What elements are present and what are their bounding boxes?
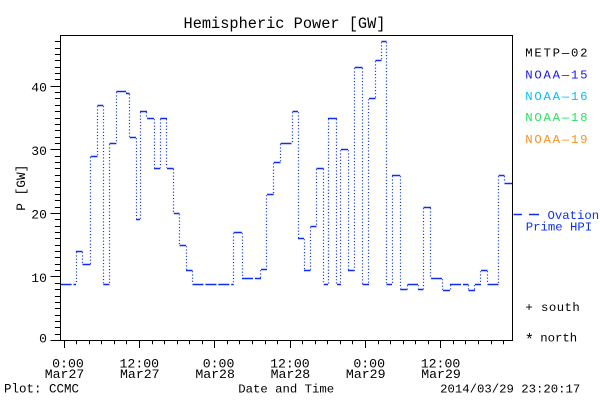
svg-text:Ovation: Ovation [548, 209, 600, 223]
svg-text:METP—02: METP—02 [525, 47, 589, 61]
svg-text:0:00: 0:00 [52, 356, 84, 371]
svg-text:+ south: + south [525, 301, 580, 315]
svg-text:12:00: 12:00 [270, 356, 310, 371]
svg-text:Mar27: Mar27 [45, 367, 85, 382]
svg-text:Mar29: Mar29 [421, 367, 461, 382]
svg-text:0: 0 [39, 331, 47, 346]
svg-text:Prime HPI: Prime HPI [526, 221, 592, 235]
svg-text:Mar28: Mar28 [195, 367, 235, 382]
svg-text:12:00: 12:00 [421, 356, 461, 371]
svg-text:2014/03/29 23:20:17: 2014/03/29 23:20:17 [440, 382, 580, 396]
svg-text:30: 30 [31, 144, 47, 159]
svg-text:Mar29: Mar29 [346, 367, 386, 382]
svg-text:10: 10 [31, 271, 47, 286]
svg-text:Date and Time: Date and Time [238, 382, 334, 396]
svg-text:20: 20 [31, 208, 47, 223]
svg-text:0:00: 0:00 [353, 356, 385, 371]
svg-text:40: 40 [31, 81, 47, 96]
svg-text:Mar28: Mar28 [271, 367, 311, 382]
svg-text:Mar27: Mar27 [120, 367, 160, 382]
svg-text:NOAA—18: NOAA—18 [525, 111, 589, 125]
svg-text:NOAA—15: NOAA—15 [525, 68, 589, 82]
svg-text:Plot: CCMC: Plot: CCMC [4, 382, 79, 396]
svg-text:Hemispheric Power [GW]: Hemispheric Power [GW] [184, 15, 386, 33]
svg-text:NOAA—16: NOAA—16 [525, 90, 589, 104]
svg-text:0:00: 0:00 [203, 356, 235, 371]
svg-text:*: * [525, 332, 534, 350]
svg-text:P [GW]: P [GW] [14, 165, 29, 211]
svg-text:north: north [540, 332, 577, 346]
svg-text:NOAA—19: NOAA—19 [525, 133, 589, 147]
svg-text:12:00: 12:00 [120, 356, 160, 371]
